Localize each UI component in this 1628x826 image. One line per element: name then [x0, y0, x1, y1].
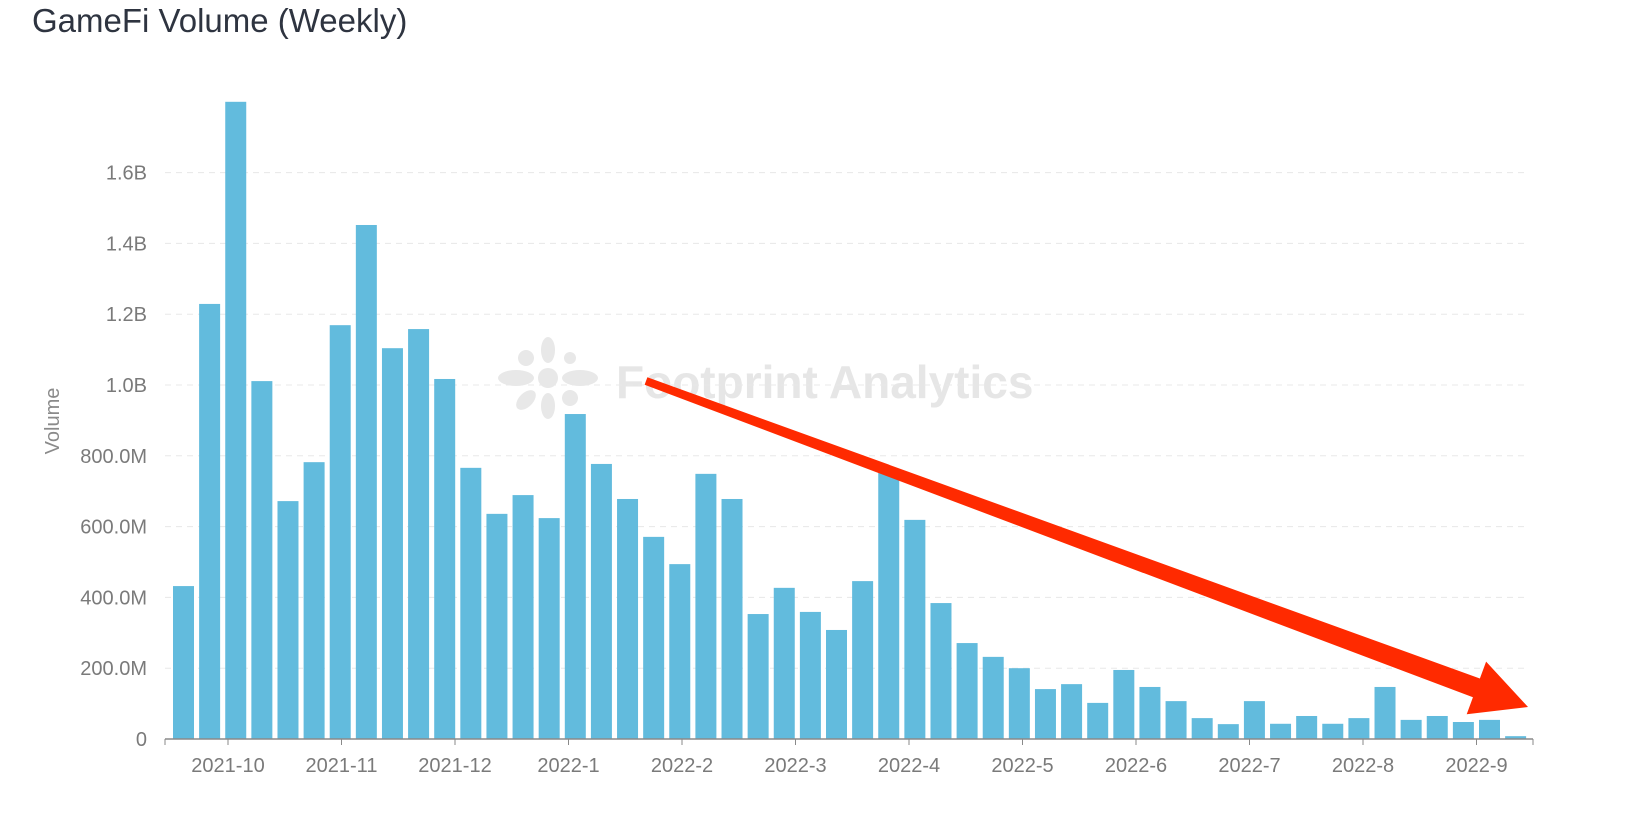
bar[interactable] [1139, 686, 1161, 739]
y-tick-label: 1.4B [106, 233, 147, 255]
bar[interactable] [1348, 718, 1370, 739]
bar[interactable] [355, 224, 377, 739]
x-tick-label: 2022-5 [991, 755, 1053, 777]
bar[interactable] [1426, 715, 1448, 739]
bar[interactable] [381, 348, 403, 739]
bar[interactable] [1165, 701, 1187, 739]
bar[interactable] [982, 656, 1004, 739]
y-tick-label: 1.0B [106, 375, 147, 397]
x-tick-label: 2022-1 [537, 755, 599, 777]
bar[interactable] [773, 587, 795, 739]
bar[interactable] [878, 469, 900, 739]
y-tick-label: 600.0M [80, 517, 147, 539]
x-tick-label: 2022-8 [1332, 755, 1394, 777]
x-tick-label: 2022-6 [1105, 755, 1167, 777]
bar[interactable] [1217, 724, 1239, 739]
bar[interactable] [434, 378, 456, 739]
x-tick-label: 2022-9 [1445, 755, 1507, 777]
arrow-icon [644, 377, 1528, 715]
x-tick-label: 2022-2 [651, 755, 713, 777]
bar[interactable] [799, 611, 821, 739]
bar[interactable] [460, 467, 482, 739]
bar[interactable] [1034, 689, 1056, 739]
y-tick-label: 800.0M [80, 446, 147, 468]
bar[interactable] [1113, 669, 1135, 739]
bar[interactable] [590, 463, 612, 739]
y-tick-label: 1.6B [106, 163, 147, 185]
bar[interactable] [251, 381, 273, 739]
bar[interactable] [538, 518, 560, 739]
bar[interactable] [303, 462, 325, 739]
y-tick-label: 400.0M [80, 587, 147, 609]
watermark-text: Footprint Analytics [616, 356, 1033, 408]
bar[interactable] [408, 329, 430, 739]
bar[interactable] [904, 519, 926, 739]
bar[interactable] [225, 101, 247, 740]
bar[interactable] [1400, 719, 1422, 739]
x-tick-label: 2021-11 [306, 755, 378, 777]
x-tick-label: 2021-12 [418, 755, 491, 777]
bar[interactable] [486, 513, 508, 739]
bar[interactable] [1452, 722, 1474, 739]
bar[interactable] [199, 303, 221, 739]
bar[interactable] [747, 614, 769, 739]
bar[interactable] [956, 643, 978, 739]
bar[interactable] [695, 473, 717, 739]
y-axis-label: Volume [42, 388, 64, 455]
bar[interactable] [277, 501, 299, 739]
bar[interactable] [1087, 702, 1109, 739]
trend-arrow [644, 377, 1528, 715]
bar[interactable] [930, 603, 952, 739]
bar[interactable] [826, 629, 847, 739]
bar[interactable] [1061, 684, 1083, 739]
x-tick-label: 2022-7 [1218, 755, 1280, 777]
bar[interactable] [512, 495, 534, 739]
bar[interactable] [1270, 723, 1292, 739]
bar[interactable] [852, 581, 874, 739]
bar[interactable] [643, 536, 665, 739]
bar[interactable] [617, 498, 639, 739]
bar[interactable] [1008, 668, 1030, 739]
bar[interactable] [564, 414, 586, 739]
bar[interactable] [721, 498, 743, 739]
bar[interactable] [173, 586, 194, 739]
bar[interactable] [1374, 686, 1396, 739]
bar[interactable] [1322, 723, 1344, 739]
bar[interactable] [1296, 715, 1318, 739]
y-tick-label: 1.2B [106, 304, 147, 326]
bar[interactable] [1505, 736, 1527, 739]
x-tick-label: 2022-3 [764, 755, 826, 777]
x-tick-label: 2022-4 [878, 755, 940, 777]
bar[interactable] [1479, 719, 1500, 739]
watermark-logo: Footprint Analytics [498, 337, 1033, 419]
y-tick-label: 200.0M [80, 658, 147, 680]
bar[interactable] [669, 564, 691, 739]
bar[interactable] [1243, 701, 1265, 739]
x-tick-label: 2021-10 [191, 755, 264, 777]
y-tick-label: 0 [136, 729, 147, 751]
bar[interactable] [1191, 718, 1213, 739]
bar[interactable] [329, 325, 351, 739]
chart-title: GameFi Volume (Weekly) [32, 2, 408, 39]
